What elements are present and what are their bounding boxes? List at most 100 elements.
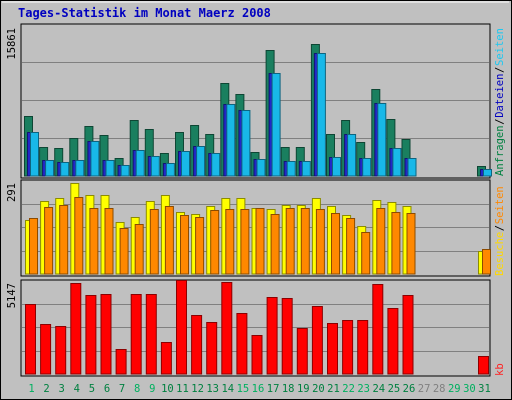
visit-pages-bar-day-16 — [255, 208, 265, 275]
day-label-24: 24 — [372, 383, 385, 395]
visit-pages-bar-day-15 — [240, 209, 250, 275]
pages-bar-day-4 — [75, 160, 85, 177]
pages-bar-day-8 — [135, 150, 145, 177]
visit-pages-bar-day-19 — [300, 208, 310, 275]
day-label-14: 14 — [221, 383, 234, 395]
kb-bar-day-10 — [160, 342, 172, 375]
legend-seiten: Seiten — [494, 186, 506, 224]
day-label-15: 15 — [237, 383, 250, 395]
day-label-28: 28 — [433, 383, 446, 395]
kb-bar-day-14 — [221, 282, 233, 375]
kb-bar-day-25 — [387, 308, 399, 375]
requests-panel: 15861 Anfragen/Dateien/Seiten — [6, 23, 506, 179]
day-label-6: 6 — [104, 383, 110, 395]
kb-bar-day-19 — [296, 328, 308, 375]
kb-bar-day-1 — [25, 304, 36, 375]
visits-max-label: 291 — [6, 183, 18, 202]
day-label-19: 19 — [297, 383, 310, 395]
pages-bar-day-21 — [332, 157, 341, 177]
visit-pages-bar-day-18 — [285, 208, 295, 275]
pages-bar-day-10 — [165, 163, 175, 177]
pages-bar-day-20 — [316, 53, 326, 177]
visit-pages-bar-day-8 — [134, 224, 144, 275]
pages-bar-day-26 — [407, 158, 417, 177]
kb-bar-day-9 — [145, 294, 157, 375]
kb-bar-day-8 — [130, 294, 142, 375]
pages-bar-day-23 — [362, 158, 372, 177]
day-label-17: 17 — [267, 383, 280, 395]
day-label-10: 10 — [161, 383, 174, 395]
day-label-26: 26 — [403, 383, 416, 395]
visit-pages-bar-day-2 — [44, 207, 54, 275]
pages-bar-day-11 — [181, 151, 190, 177]
visit-pages-bar-day-25 — [391, 212, 401, 275]
visit-pages-bar-day-23 — [361, 232, 371, 275]
kb-bar-day-7 — [115, 349, 127, 375]
visit-pages-bar-day-10 — [164, 206, 174, 275]
pages-bar-day-25 — [392, 148, 402, 177]
visit-pages-bar-day-14 — [225, 209, 235, 275]
visit-pages-bar-day-3 — [59, 205, 69, 275]
pages-bar-day-19 — [301, 161, 311, 177]
visits-right-legend: Besuche/Seiten — [494, 186, 506, 276]
kb-bar-day-22 — [342, 320, 354, 375]
day-label-31: 31 — [478, 383, 491, 395]
day-label-29: 29 — [448, 383, 461, 395]
requests-right-legend: Anfragen/Dateien/Seiten — [494, 28, 506, 176]
visit-pages-bar-day-1 — [29, 218, 38, 275]
kb-bar-day-16 — [251, 335, 263, 375]
visit-pages-bar-day-22 — [346, 218, 356, 275]
kb-bar-day-21 — [327, 323, 338, 375]
kb-bar-day-11 — [176, 280, 187, 375]
day-label-25: 25 — [388, 383, 401, 395]
day-label-18: 18 — [282, 383, 295, 395]
visit-pages-bar-day-21 — [331, 213, 340, 275]
legend-separator: / — [494, 118, 506, 124]
legend-besuche: Besuche — [494, 232, 506, 276]
day-label-21: 21 — [327, 383, 340, 395]
visit-pages-bar-day-7 — [119, 228, 129, 275]
pages-bar-day-5 — [90, 141, 100, 177]
visit-pages-bar-day-13 — [210, 210, 220, 275]
day-label-2: 2 — [43, 383, 49, 395]
kb-bar-day-2 — [40, 324, 52, 375]
pages-bar-day-14 — [226, 104, 236, 177]
kb-bar-day-17 — [266, 297, 278, 375]
day-label-9: 9 — [149, 383, 155, 395]
legend-seiten: Seiten — [494, 28, 506, 66]
kb-bar-day-18 — [281, 298, 293, 375]
pages-bar-day-2 — [45, 160, 55, 177]
visit-pages-bar-day-31 — [482, 249, 491, 275]
kb-bar-day-31 — [478, 356, 489, 375]
pages-bar-day-12 — [196, 146, 206, 177]
day-label-1: 1 — [28, 383, 34, 395]
day-label-5: 5 — [89, 383, 95, 395]
kb-bar-day-3 — [55, 326, 67, 375]
day-label-22: 22 — [342, 383, 355, 395]
requests-max-label: 15861 — [6, 28, 18, 60]
pages-bar-day-3 — [60, 162, 70, 177]
pages-bar-day-9 — [150, 156, 160, 177]
legend-separator: / — [494, 67, 506, 73]
day-label-30: 30 — [463, 383, 476, 395]
day-label-27: 27 — [418, 383, 431, 395]
legend-kb: kb — [494, 363, 506, 376]
traffic-panel: 5147 kb — [6, 279, 506, 377]
visit-pages-bar-day-26 — [406, 213, 416, 275]
day-label-7: 7 — [119, 383, 125, 395]
day-label-23: 23 — [357, 383, 370, 395]
visit-pages-bar-day-20 — [315, 209, 325, 275]
pages-bar-day-1 — [30, 132, 39, 177]
pages-bar-day-7 — [120, 165, 130, 177]
day-label-16: 16 — [252, 383, 265, 395]
visit-pages-bar-day-11 — [180, 215, 189, 275]
day-label-13: 13 — [206, 383, 219, 395]
day-label-12: 12 — [191, 383, 204, 395]
visit-pages-bar-day-12 — [195, 217, 205, 275]
kb-bar-day-5 — [85, 295, 97, 375]
visit-pages-bar-day-24 — [376, 208, 386, 275]
kb-bar-day-12 — [191, 315, 203, 375]
traffic-max-label: 5147 — [6, 283, 18, 308]
kb-bar-day-26 — [402, 295, 414, 375]
